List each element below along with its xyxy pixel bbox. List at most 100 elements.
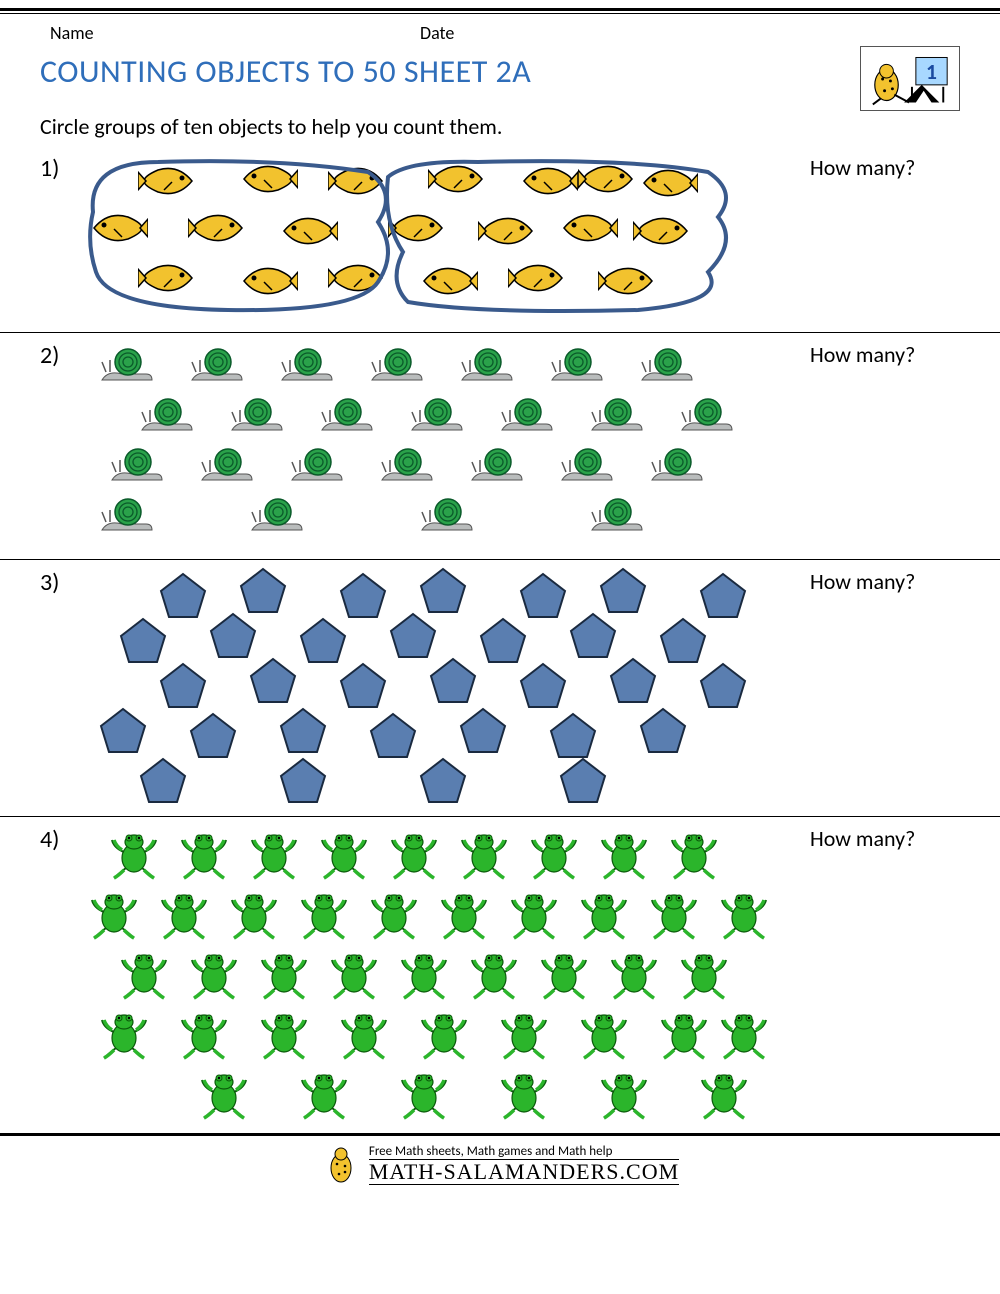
frog-icon: [368, 888, 420, 940]
snail-icon: [318, 394, 374, 436]
pentagon-icon: [568, 611, 618, 661]
snail-icon: [558, 444, 614, 486]
snail-icon: [288, 444, 344, 486]
name-label: Name: [50, 22, 420, 44]
frog-icon: [248, 828, 300, 880]
snail-icon: [408, 394, 464, 436]
pentagon-icon: [418, 566, 468, 616]
date-label: Date: [420, 22, 454, 44]
frog-icon: [298, 1068, 350, 1120]
frog-icon: [698, 1068, 750, 1120]
pentagon-icon: [188, 711, 238, 761]
snail-icon: [548, 344, 604, 386]
snail-icon: [368, 344, 424, 386]
how-many-label: How many?: [800, 566, 980, 595]
frog-icon: [468, 948, 520, 1000]
pentagon-icon: [658, 616, 708, 666]
pentagon-icon: [338, 571, 388, 621]
pentagon-icon: [98, 706, 148, 756]
snail-icon: [138, 394, 194, 436]
footer-salamander-icon: [321, 1142, 361, 1186]
pentagon-icon: [478, 616, 528, 666]
frog-icon: [298, 888, 350, 940]
frog-icon: [328, 948, 380, 1000]
frog-icon: [718, 1008, 770, 1060]
pentagon-icon: [418, 756, 468, 806]
objects-area: [78, 152, 800, 322]
frog-icon: [578, 888, 630, 940]
problem-number: 1): [40, 152, 78, 183]
frog-icon: [658, 1008, 710, 1060]
circle-group-icon: [78, 152, 758, 322]
pentagon-icon: [208, 611, 258, 661]
frog-icon: [608, 948, 660, 1000]
grade-number: 1: [926, 59, 937, 85]
pentagon-icon: [518, 571, 568, 621]
problem-1: 1): [0, 146, 1000, 332]
frog-icon: [668, 828, 720, 880]
pentagon-icon: [388, 611, 438, 661]
frog-icon: [438, 888, 490, 940]
worksheet-title: COUNTING OBJECTS TO 50 SHEET 2A: [40, 52, 860, 91]
pentagon-icon: [118, 616, 168, 666]
snail-icon: [678, 394, 734, 436]
title-row: COUNTING OBJECTS TO 50 SHEET 2A 1: [0, 44, 1000, 111]
frog-icon: [538, 948, 590, 1000]
how-many-label: How many?: [800, 339, 980, 368]
frog-icon: [198, 1068, 250, 1120]
footer: Free Math sheets, Math games and Math he…: [0, 1133, 1000, 1206]
pentagon-icon: [248, 656, 298, 706]
snail-icon: [638, 344, 694, 386]
pentagon-icon: [698, 571, 748, 621]
header-row: Name Date: [0, 18, 1000, 44]
objects-area: [78, 823, 800, 1123]
frog-icon: [158, 888, 210, 940]
pentagon-icon: [368, 711, 418, 761]
snail-icon: [248, 494, 304, 536]
frog-icon: [98, 1008, 150, 1060]
objects-area: [78, 339, 800, 549]
frog-icon: [258, 1008, 310, 1060]
frog-icon: [528, 828, 580, 880]
pentagon-icon: [558, 756, 608, 806]
how-many-label: How many?: [800, 152, 980, 181]
pentagon-icon: [548, 711, 598, 761]
frog-icon: [418, 1008, 470, 1060]
pentagon-icon: [158, 571, 208, 621]
frog-icon: [318, 828, 370, 880]
frog-icon: [458, 828, 510, 880]
frog-icon: [598, 828, 650, 880]
objects-area: [78, 566, 800, 806]
snail-icon: [498, 394, 554, 436]
footer-tagline: Free Math sheets, Math games and Math he…: [369, 1144, 679, 1159]
frog-icon: [498, 1008, 550, 1060]
frog-icon: [718, 888, 770, 940]
pentagon-icon: [138, 756, 188, 806]
frog-icon: [88, 888, 140, 940]
instructions-text: Circle groups of ten objects to help you…: [0, 111, 1000, 146]
problem-2: 2): [0, 332, 1000, 559]
problem-number: 3): [40, 566, 78, 597]
frog-icon: [598, 1068, 650, 1120]
pentagon-icon: [638, 706, 688, 756]
frog-icon: [648, 888, 700, 940]
pentagon-icon: [158, 661, 208, 711]
snail-icon: [198, 444, 254, 486]
snail-icon: [378, 444, 434, 486]
pentagon-icon: [518, 661, 568, 711]
snail-icon: [468, 444, 524, 486]
how-many-label: How many?: [800, 823, 980, 852]
problem-4: 4): [0, 816, 1000, 1133]
snail-icon: [418, 494, 474, 536]
pentagon-icon: [338, 661, 388, 711]
frog-icon: [578, 1008, 630, 1060]
salamander-icon: 1: [865, 51, 955, 107]
frog-icon: [398, 948, 450, 1000]
frog-icon: [498, 1068, 550, 1120]
frog-icon: [118, 948, 170, 1000]
top-rule: [0, 8, 1000, 14]
problem-3: 3): [0, 559, 1000, 816]
snail-icon: [458, 344, 514, 386]
frog-icon: [338, 1008, 390, 1060]
frog-icon: [388, 828, 440, 880]
